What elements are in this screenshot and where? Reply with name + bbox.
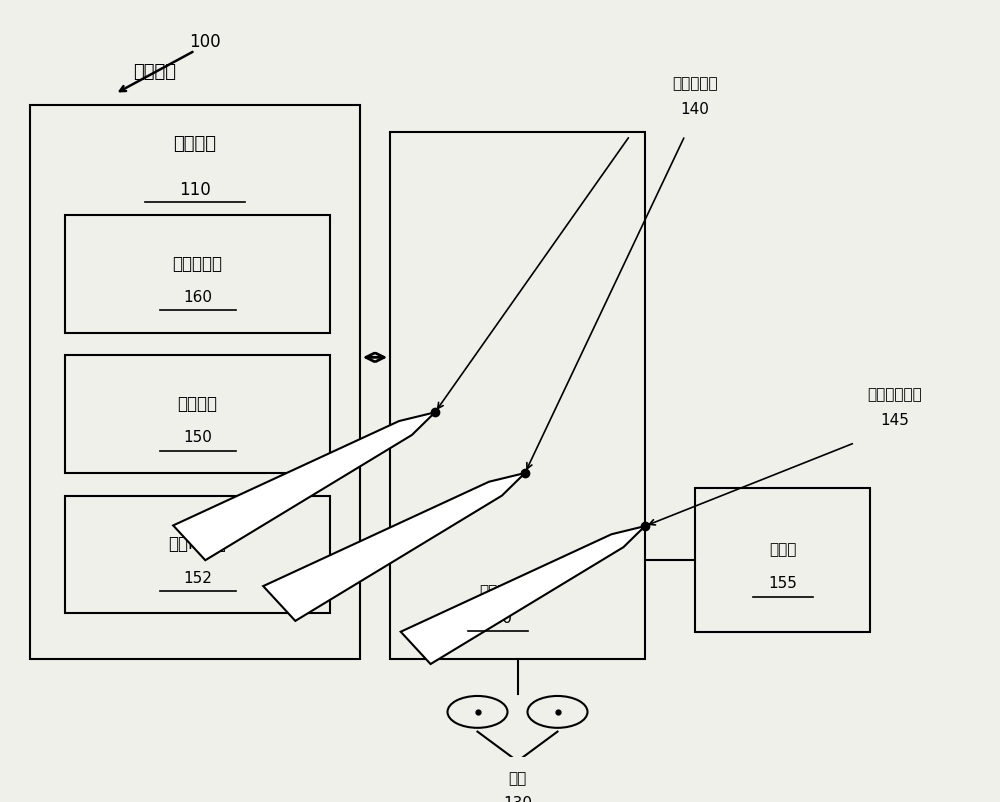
Polygon shape [263, 473, 525, 621]
Text: 配对有源笔: 配对有源笔 [672, 76, 718, 91]
Text: 145: 145 [881, 413, 909, 428]
Text: 120: 120 [483, 610, 512, 625]
Text: 输入装置: 输入装置 [134, 63, 176, 81]
Text: 140: 140 [681, 103, 709, 117]
Bar [30, 106, 360, 659]
Text: 安静ID列表: 安静ID列表 [169, 534, 226, 553]
Bar [390, 132, 645, 659]
Text: 100: 100 [189, 33, 221, 51]
Text: 155: 155 [768, 576, 797, 591]
Text: 传感器模块: 传感器模块 [173, 254, 222, 272]
Text: 显示屏: 显示屏 [769, 541, 796, 557]
Text: 110: 110 [179, 180, 211, 198]
Text: 感测区域: 感测区域 [479, 583, 516, 598]
Text: 130: 130 [503, 796, 532, 802]
Bar [65, 356, 330, 473]
Bar [695, 488, 870, 633]
Text: 处理系统: 处理系统 [174, 135, 216, 153]
Text: 未配对有源笔: 未配对有源笔 [868, 387, 922, 401]
Text: 确定模块: 确定模块 [178, 395, 218, 412]
Polygon shape [173, 413, 435, 561]
Text: 按鈕: 按鈕 [508, 771, 527, 785]
Text: 160: 160 [183, 290, 212, 305]
Text: 152: 152 [183, 570, 212, 585]
Bar [65, 216, 330, 334]
Ellipse shape [528, 696, 588, 728]
Bar [65, 496, 330, 614]
Text: 150: 150 [183, 430, 212, 445]
Ellipse shape [448, 696, 508, 728]
Polygon shape [401, 526, 645, 664]
